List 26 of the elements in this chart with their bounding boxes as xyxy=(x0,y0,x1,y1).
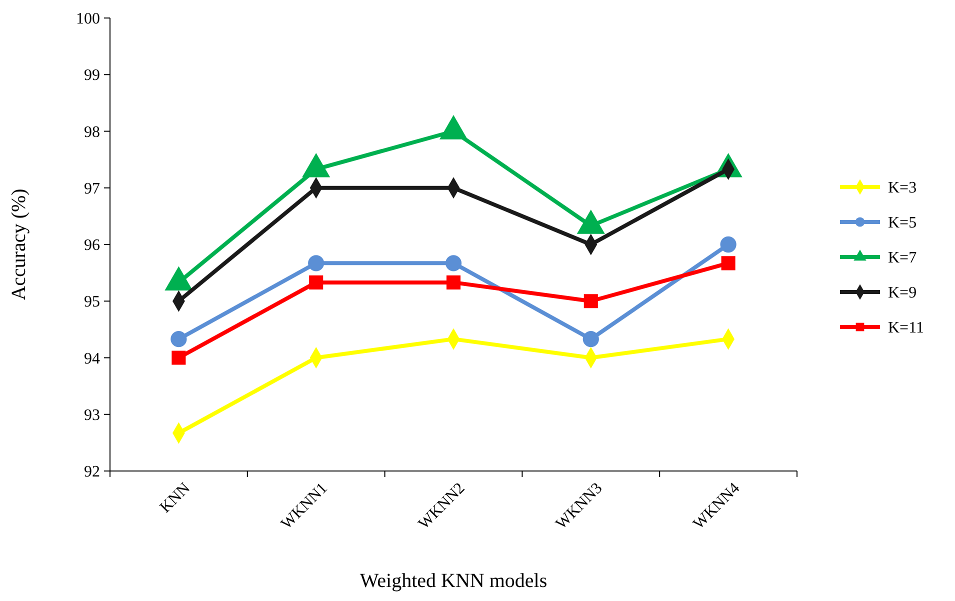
point xyxy=(308,255,324,272)
point xyxy=(309,275,324,290)
y-tick-label: 92 xyxy=(84,464,100,481)
point xyxy=(721,256,736,270)
legend-label: K=11 xyxy=(888,320,924,337)
point xyxy=(446,275,461,290)
y-tick-label: 96 xyxy=(84,237,100,254)
point xyxy=(445,255,462,272)
x-axis-title: Weighted KNN models xyxy=(360,570,548,592)
y-tick-label: 95 xyxy=(84,294,100,311)
legend-label: K=5 xyxy=(888,214,917,232)
y-tick-label: 100 xyxy=(76,10,100,28)
point xyxy=(172,350,186,365)
point xyxy=(170,331,187,348)
point xyxy=(582,331,599,348)
y-tick-label: 93 xyxy=(84,406,100,424)
y-tick-label: 97 xyxy=(84,180,100,198)
y-tick-label: 94 xyxy=(84,350,100,368)
y-tick-label: 98 xyxy=(84,124,100,141)
legend-label: K=7 xyxy=(888,250,917,267)
legend-label: K=9 xyxy=(888,284,917,302)
legend-label: K=3 xyxy=(888,180,917,197)
point xyxy=(720,236,736,253)
y-tick-label: 99 xyxy=(84,67,100,84)
point xyxy=(584,294,598,308)
y-axis-title: Accuracy (%) xyxy=(8,188,30,300)
